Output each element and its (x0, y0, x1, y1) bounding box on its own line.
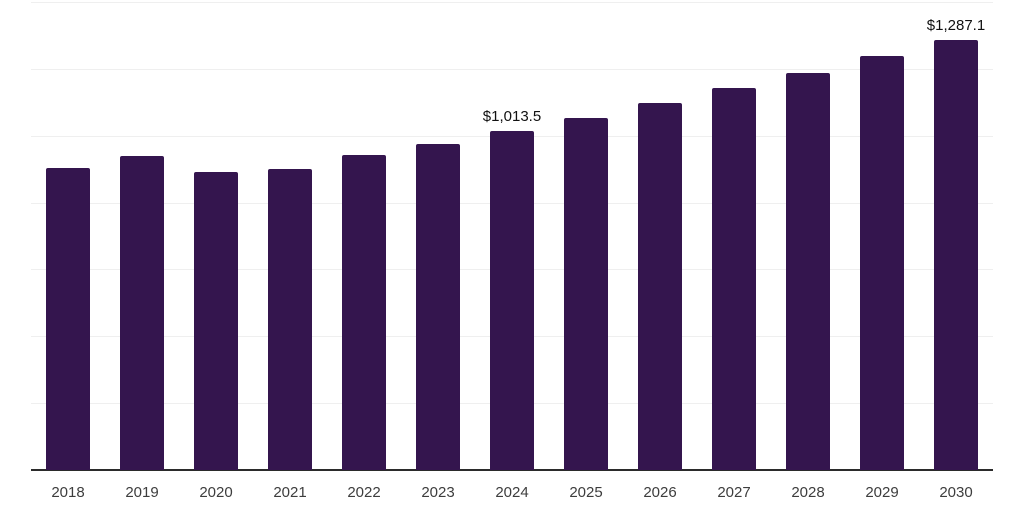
bar-2019 (120, 156, 164, 470)
bar-2021 (268, 169, 312, 470)
x-tick-2019: 2019 (125, 484, 159, 501)
bar-2022 (342, 155, 386, 470)
x-tick-2027: 2027 (717, 484, 751, 501)
gridline-1200 (31, 69, 993, 70)
x-axis-line (31, 469, 993, 471)
bar-2023 (416, 144, 460, 470)
bar-2020 (194, 172, 238, 470)
bar-2025 (564, 118, 608, 470)
bar-2028 (786, 73, 830, 470)
bar-2027 (712, 88, 756, 470)
x-tick-2029: 2029 (865, 484, 899, 501)
bar-2024 (490, 131, 534, 470)
gridline-1400 (31, 2, 993, 3)
x-tick-2020: 2020 (199, 484, 233, 501)
bar-2026 (638, 103, 682, 470)
x-tick-2028: 2028 (791, 484, 825, 501)
x-tick-2023: 2023 (421, 484, 455, 501)
plot-area: 2018 2019 2020 2021 2022 2023 2024 2025 2026 2027… (31, 0, 993, 512)
bar-2030 (934, 40, 978, 470)
data-label-2024: $1,013.5 (482, 108, 542, 125)
x-tick-2030: 2030 (939, 484, 973, 501)
bar-2018 (46, 168, 90, 470)
x-tick-2024: 2024 (495, 484, 529, 501)
bar-2029 (860, 56, 904, 470)
x-tick-2026: 2026 (643, 484, 677, 501)
x-tick-2025: 2025 (569, 484, 603, 501)
x-tick-2021: 2021 (273, 484, 307, 501)
x-tick-2022: 2022 (347, 484, 381, 501)
x-tick-2018: 2018 (51, 484, 85, 501)
data-label-2030: $1,287.1 (926, 17, 986, 34)
